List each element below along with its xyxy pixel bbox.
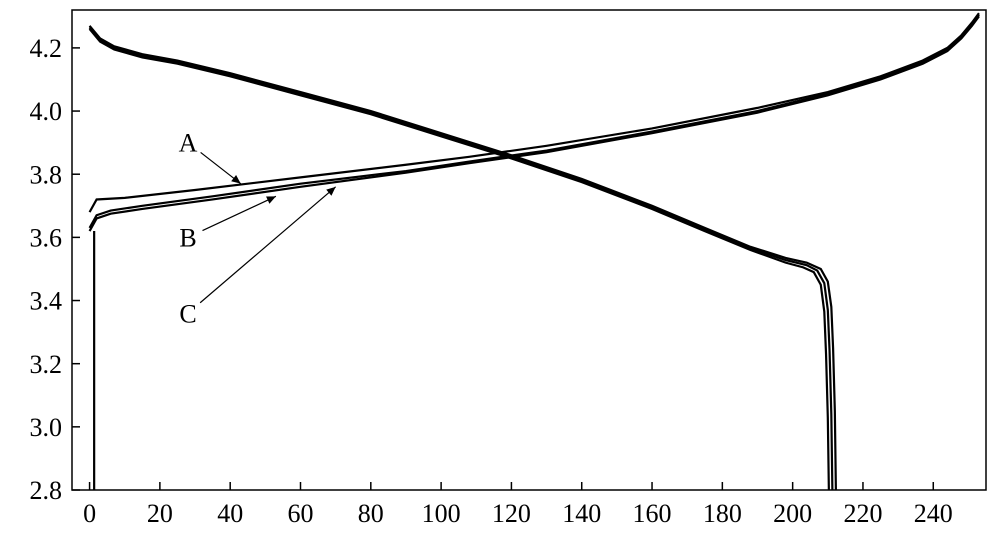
y-tick-label: 3.8 — [30, 160, 63, 189]
annotation-arrow-C — [200, 187, 335, 303]
y-tick-label: 3.6 — [30, 223, 63, 252]
annotation-label-C: C — [179, 299, 196, 328]
x-tick-label: 80 — [358, 499, 384, 528]
y-tick-label: 4.2 — [30, 34, 63, 63]
x-tick-label: 40 — [217, 499, 243, 528]
x-tick-label: 60 — [288, 499, 314, 528]
annotation-label-A: A — [179, 129, 198, 158]
x-tick-label: 240 — [914, 499, 953, 528]
y-tick-label: 3.2 — [30, 350, 63, 379]
x-tick-label: 200 — [773, 499, 812, 528]
series-B_charge — [90, 15, 979, 228]
y-tick-label: 2.8 — [30, 476, 63, 505]
annotation-arrow-B — [203, 196, 276, 230]
x-tick-label: 220 — [843, 499, 882, 528]
x-tick-label: 180 — [703, 499, 742, 528]
series-C_discharge — [90, 29, 829, 490]
x-tick-label: 20 — [147, 499, 173, 528]
annotation-label-B: B — [179, 223, 196, 252]
y-tick-label: 3.0 — [30, 413, 63, 442]
y-tick-label: 4.0 — [30, 97, 63, 126]
series-B_discharge — [90, 27, 833, 490]
series-A_discharge — [90, 26, 836, 490]
x-tick-label: 160 — [633, 499, 672, 528]
series-C_charge — [90, 16, 979, 231]
chart-container: 0 20 40 60 80 100 120 140 160 180 200 220 240 2.8 3.0 3… — [0, 0, 1000, 540]
line-chart: 0 20 40 60 80 100 120 140 160 180 200 220 240 2.8 3.0 3… — [0, 0, 1000, 540]
annotation-arrowhead-A — [231, 175, 241, 184]
series-A_charge — [90, 13, 979, 212]
x-tick-label: 120 — [492, 499, 531, 528]
x-tick-label: 100 — [422, 499, 461, 528]
plot-border — [72, 10, 986, 490]
x-tick-label: 0 — [83, 499, 96, 528]
x-tick-label: 140 — [562, 499, 601, 528]
y-tick-label: 3.4 — [30, 287, 63, 316]
